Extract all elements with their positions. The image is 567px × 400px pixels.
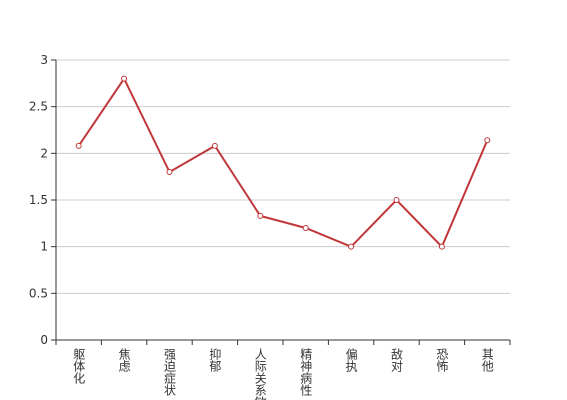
x-tick-label: 人际关系敏感 — [253, 348, 267, 400]
y-tick-label: 3 — [40, 53, 48, 67]
x-tick-label: 焦虑 — [117, 348, 131, 372]
x-tick-label: 躯体化 — [72, 347, 86, 385]
y-tick-label: 0.5 — [29, 286, 48, 300]
x-tick-label: 精神病性 — [299, 348, 313, 397]
point — [211, 142, 218, 149]
x-tick-label: 偏执 — [344, 347, 358, 373]
x-tick-label: 强迫症状 — [163, 348, 177, 396]
point — [121, 75, 128, 82]
point — [302, 225, 309, 231]
x-tick-label: 抑郁 — [208, 347, 222, 373]
x-tick-label: 敌对 — [390, 347, 404, 372]
y-tick-label: 0 — [40, 333, 48, 347]
x-tick-label: 恐怖 — [435, 348, 449, 372]
point — [75, 142, 82, 149]
point — [166, 169, 173, 175]
y-tick-label: 2 — [40, 146, 48, 160]
line — [77, 76, 489, 249]
y-tick-label: 2.5 — [29, 100, 48, 114]
x-tick-label: 其他 — [480, 348, 494, 372]
point — [438, 243, 445, 250]
point — [484, 137, 491, 144]
y-tick-label: 1 — [40, 240, 48, 254]
point — [348, 243, 355, 250]
point — [393, 197, 400, 203]
point — [257, 212, 264, 219]
y-tick-label: 1.5 — [29, 193, 48, 207]
